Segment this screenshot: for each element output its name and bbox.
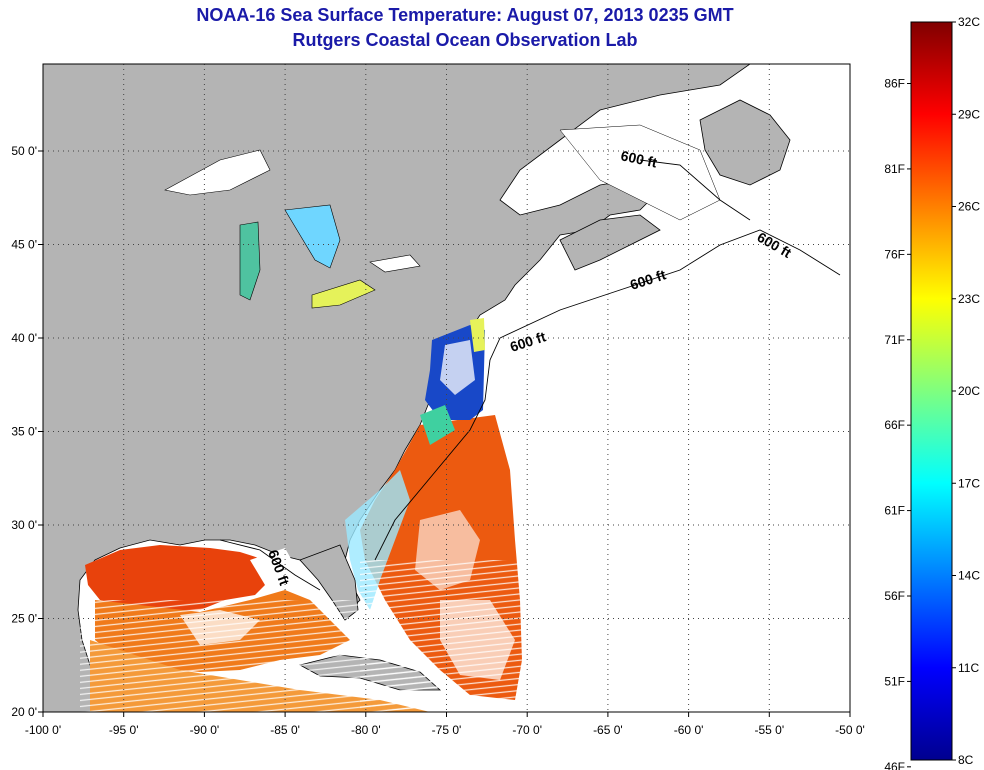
colorbar-c-label: 26C (958, 200, 980, 214)
colorbar-gradient (910, 21, 953, 761)
lat-tick-label: 25 0' (11, 612, 37, 626)
contour-label-1: 600 ft (619, 147, 658, 170)
lon-tick-label: -100 0' (25, 723, 61, 737)
sst-atlantic (345, 415, 525, 710)
lon-tick-label: -60 0' (674, 723, 704, 737)
colorbar-c-label: 23C (958, 292, 980, 306)
lat-tick-label: 50 0' (11, 144, 37, 158)
colorbar-f-label: 71F (884, 333, 905, 347)
colorbar-c-label: 8C (958, 753, 974, 767)
depth-contour-600ft (219, 159, 841, 591)
colorbar-f-label: 61F (884, 504, 905, 518)
map-area: 600 ft 600 ft 600 ft 600 ft 600 ft (43, 64, 850, 712)
colorbar-f-label: 86F (884, 77, 905, 91)
temperature-colorbar: 32C 29C 26C 23C 20C 17C 14C 11C 8C 86F 81F 76F 71F 6… (884, 15, 980, 770)
land-north-america (43, 64, 751, 712)
lon-tick-label: -50 0' (835, 723, 865, 737)
lat-tick-label: 45 0' (11, 238, 37, 252)
colorbar-f-label: 51F (884, 674, 905, 688)
colorbar-fahrenheit-labels: 86F 81F 76F 71F 66F 61F 56F 51F 46F (884, 77, 911, 770)
lon-tick-label: -55 0' (754, 723, 784, 737)
lat-tick-label: 35 0' (11, 425, 37, 439)
colorbar-c-label: 20C (958, 384, 980, 398)
colorbar-f-label: 56F (884, 589, 905, 603)
lat-tick-label: 20 0' (11, 705, 37, 719)
colorbar-c-label: 17C (958, 476, 980, 490)
colorbar-celsius-labels: 32C 29C 26C 23C 20C 17C 14C 11C 8C (952, 15, 980, 767)
map-gridlines (43, 64, 850, 712)
colorbar-f-label: 76F (884, 247, 905, 261)
lat-tick-label: 30 0' (11, 518, 37, 532)
colorbar-c-label: 29C (958, 107, 980, 121)
lon-tick-label: -85 0' (270, 723, 300, 737)
colorbar-f-label: 46F (884, 760, 905, 770)
gulf-st-lawrence (559, 124, 721, 221)
colorbar-c-label: 32C (958, 15, 980, 29)
lat-tick-label: 40 0' (11, 331, 37, 345)
longitude-axis: -100 0' -95 0' -90 0' -85 0' -80 0' -75 0' -70… (25, 712, 865, 737)
colorbar-c-label: 14C (958, 569, 980, 583)
colorbar-c-label: 11C (958, 661, 979, 675)
map-subtitle: Rutgers Coastal Ocean Observation Lab (292, 30, 638, 50)
lon-tick-label: -95 0' (109, 723, 139, 737)
land-maritimes (559, 214, 661, 271)
lon-tick-label: -80 0' (351, 723, 381, 737)
colorbar-f-label: 81F (884, 162, 905, 176)
land-newfoundland (699, 99, 791, 186)
lon-tick-label: -65 0' (593, 723, 623, 737)
map-title: NOAA-16 Sea Surface Temperature: August … (196, 5, 734, 25)
lon-tick-label: -90 0' (190, 723, 220, 737)
lon-tick-label: -75 0' (432, 723, 462, 737)
great-lakes (164, 149, 421, 309)
latitude-axis: 20 0' 25 0' 30 0' 35 0' 40 0' 45 0' 50 0' (11, 144, 43, 719)
lon-tick-label: -70 0' (512, 723, 542, 737)
colorbar-f-label: 66F (884, 418, 905, 432)
